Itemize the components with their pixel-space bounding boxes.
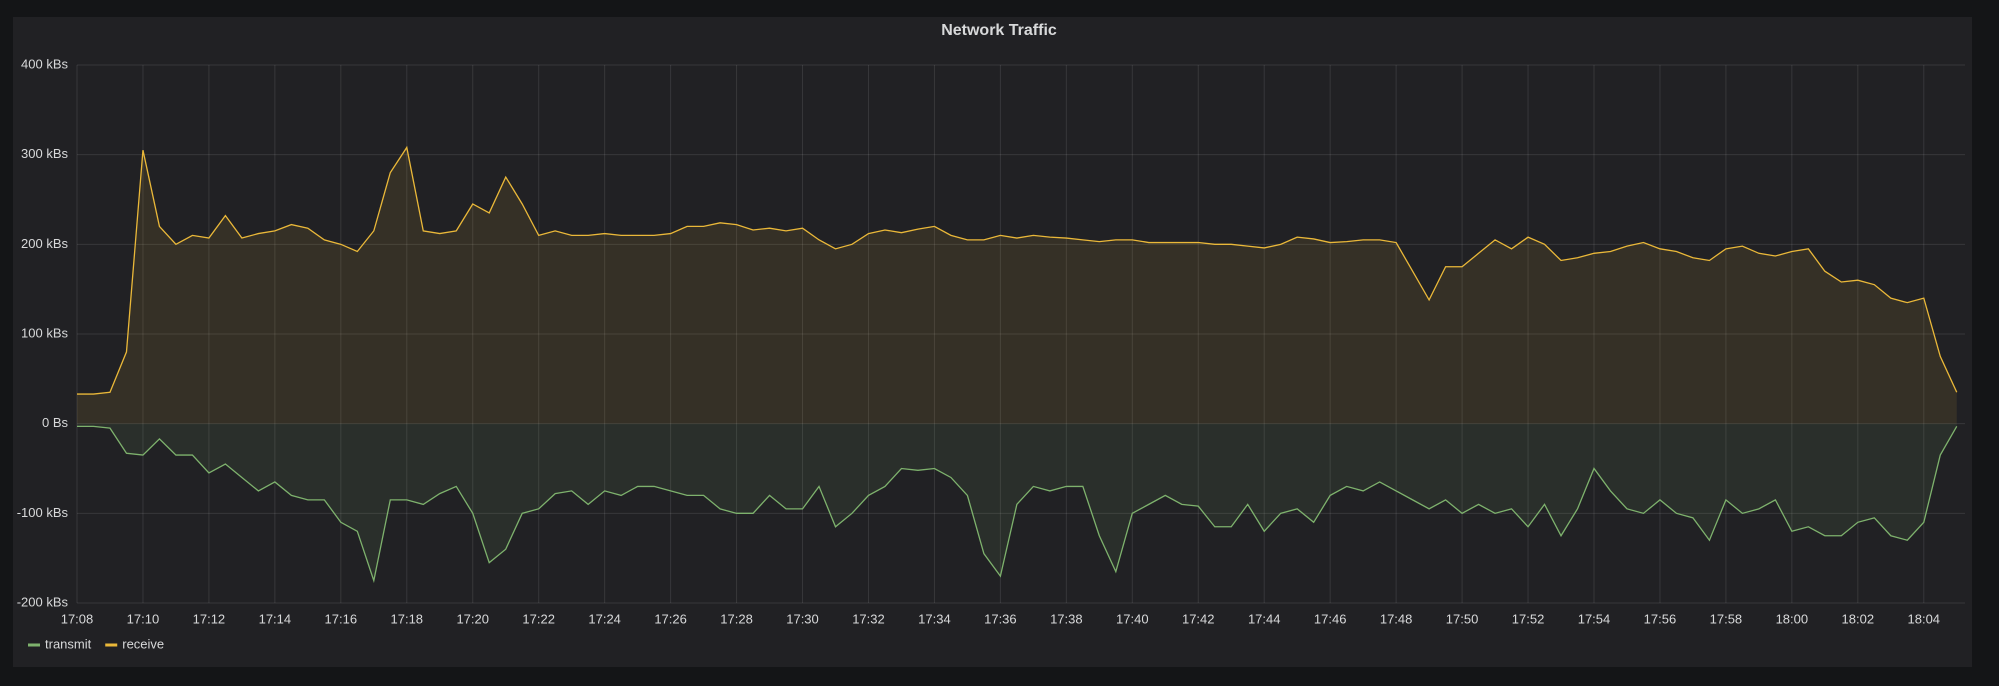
x-tick-label: 17:56: [1644, 611, 1677, 626]
chart-title: Network Traffic: [941, 22, 1057, 39]
x-tick-label: 17:20: [456, 611, 489, 626]
x-tick-label: 17:30: [786, 611, 819, 626]
y-tick-label: 200 kBs: [21, 236, 68, 251]
legend-label: receive: [122, 636, 164, 651]
x-tick-label: 17:12: [193, 611, 226, 626]
x-tick-label: 17:14: [259, 611, 292, 626]
y-tick-label: 0 Bs: [42, 415, 69, 430]
area-fill: [77, 147, 1957, 424]
y-tick-label: -100 kBs: [17, 505, 69, 520]
x-tick-label: 17:16: [325, 611, 358, 626]
y-tick-label: -200 kBs: [17, 594, 69, 609]
x-tick-label: 17:08: [61, 611, 94, 626]
area-fill: [77, 423, 1957, 581]
x-tick-label: 17:50: [1446, 611, 1479, 626]
series-line: [77, 425, 1958, 584]
legend-label: transmit: [45, 636, 92, 651]
x-tick-label: 18:02: [1842, 611, 1875, 626]
legend-swatch: [105, 643, 118, 647]
panel: [13, 17, 1972, 667]
x-tick-label: 17:52: [1512, 611, 1545, 626]
x-tick-label: 17:46: [1314, 611, 1347, 626]
x-tick-label: 17:22: [522, 611, 555, 626]
x-tick-label: 17:28: [720, 611, 753, 626]
x-tick-label: 17:32: [852, 611, 885, 626]
x-tick-label: 17:42: [1182, 611, 1215, 626]
x-tick-label: 17:26: [654, 611, 687, 626]
legend-swatch: [28, 643, 40, 647]
x-tick-label: 17:48: [1380, 611, 1413, 626]
x-tick-label: 17:18: [391, 611, 424, 626]
x-tick-label: 17:44: [1248, 611, 1281, 626]
y-tick-label: 100 kBs: [21, 325, 68, 340]
y-tick-label: 300 kBs: [21, 146, 68, 161]
x-tick-label: 17:40: [1116, 611, 1149, 626]
x-tick-label: 17:36: [984, 611, 1017, 626]
x-tick-label: 18:00: [1776, 611, 1809, 626]
x-tick-label: 17:38: [1050, 611, 1083, 626]
x-tick-label: 18:04: [1908, 611, 1941, 626]
x-tick-label: 17:54: [1578, 611, 1611, 626]
x-tick-label: 17:10: [127, 611, 160, 626]
series-line: [77, 145, 1958, 395]
y-tick-label: 400 kBs: [21, 56, 68, 71]
x-tick-label: 17:24: [588, 611, 621, 626]
x-tick-label: 17:34: [918, 611, 951, 626]
x-tick-label: 17:58: [1710, 611, 1743, 626]
